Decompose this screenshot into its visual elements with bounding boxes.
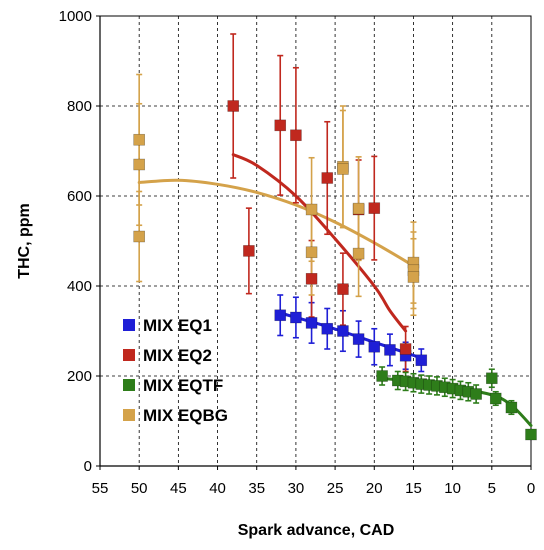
mix-eqtf-point	[470, 388, 482, 400]
grid-lines	[96, 15, 532, 470]
mix-eqtf-point	[525, 428, 537, 441]
x-tick-label: 20	[366, 480, 383, 497]
mix-eq1-point	[321, 322, 334, 335]
mix-eqtf-point	[489, 392, 502, 405]
y-tick-label: 800	[67, 98, 92, 115]
legend-label-mix-eqbg: MIX EQBG	[143, 406, 228, 425]
x-tick-label: 30	[288, 480, 305, 497]
mix-eq1-point	[384, 344, 396, 356]
mix-eqbg-point	[133, 230, 145, 243]
mix-eq2-point	[274, 119, 287, 132]
mix-eq2-point	[227, 100, 240, 112]
y-tick-label: 0	[84, 458, 92, 475]
mix-eqbg-point	[352, 247, 365, 260]
mix-eq1-point	[290, 311, 302, 324]
mix-eq1-point	[337, 325, 349, 337]
mix-eq1-point	[368, 340, 381, 353]
y-tick-label: 200	[67, 368, 92, 385]
data-points	[133, 100, 537, 441]
x-tick-label: 25	[327, 480, 344, 497]
y-tick-label: 600	[67, 188, 92, 205]
mix-eqbg-point	[305, 246, 318, 259]
mix-eq1-point	[274, 309, 287, 322]
mix-eqbg-point	[133, 133, 145, 146]
mix-eq1-point	[352, 333, 365, 345]
mix-eqtf-point	[505, 401, 518, 414]
mix-eqbg-point	[133, 158, 145, 171]
mix-eq2-point	[321, 172, 334, 184]
legend-label-mix-eq1: MIX EQ1	[143, 316, 212, 335]
x-tick-label: 15	[405, 480, 422, 497]
x-tick-label: 45	[170, 480, 187, 497]
x-tick-label: 0	[527, 480, 535, 497]
mix-eq2-point	[290, 129, 302, 142]
x-axis-title: Spark advance, CAD	[238, 522, 395, 539]
x-tick-label: 35	[248, 480, 265, 497]
x-tick-label: 5	[488, 480, 496, 497]
mix-eq2-point	[368, 202, 381, 214]
mix-eqtf-point	[486, 372, 498, 385]
legend: MIX EQ1 MIX EQ2 MIX EQTF MIX EQBG	[123, 316, 228, 425]
mix-eq1-point	[305, 317, 318, 329]
mix-eq2-point	[243, 245, 255, 257]
mix-eq2-trend-line	[231, 153, 408, 333]
mix-eq2-point	[337, 283, 349, 295]
legend-swatch-mix-eqbg	[123, 409, 135, 421]
legend-swatch-mix-eq1	[123, 319, 135, 331]
x-tick-label: 50	[131, 480, 148, 497]
legend-label-mix-eqtf: MIX EQTF	[143, 376, 223, 395]
legend-swatch-mix-eqtf	[123, 379, 135, 391]
y-tick-label: 1000	[59, 8, 92, 25]
mix-eq1-point	[415, 354, 428, 367]
legend-swatch-mix-eq2	[123, 349, 135, 361]
mix-eq2-point	[399, 343, 412, 355]
mix-eqbg-point	[352, 202, 365, 215]
x-tick-label: 55	[92, 480, 109, 497]
y-axis-title: THC, ppm	[16, 203, 33, 279]
mix-eqbg-point	[407, 271, 420, 283]
y-tick-label: 400	[67, 278, 92, 295]
mix-eqtf-point	[376, 370, 388, 382]
mix-eqbg-trend-line	[137, 178, 415, 268]
mix-eqbg-point	[337, 163, 349, 175]
plot-frame	[99, 15, 532, 467]
legend-label-mix-eq2: MIX EQ2	[143, 346, 212, 365]
mix-eqbg-point	[305, 203, 318, 216]
x-tick-label: 10	[444, 480, 461, 497]
mix-eq2-point	[305, 272, 318, 285]
x-tick-label: 40	[209, 480, 226, 497]
